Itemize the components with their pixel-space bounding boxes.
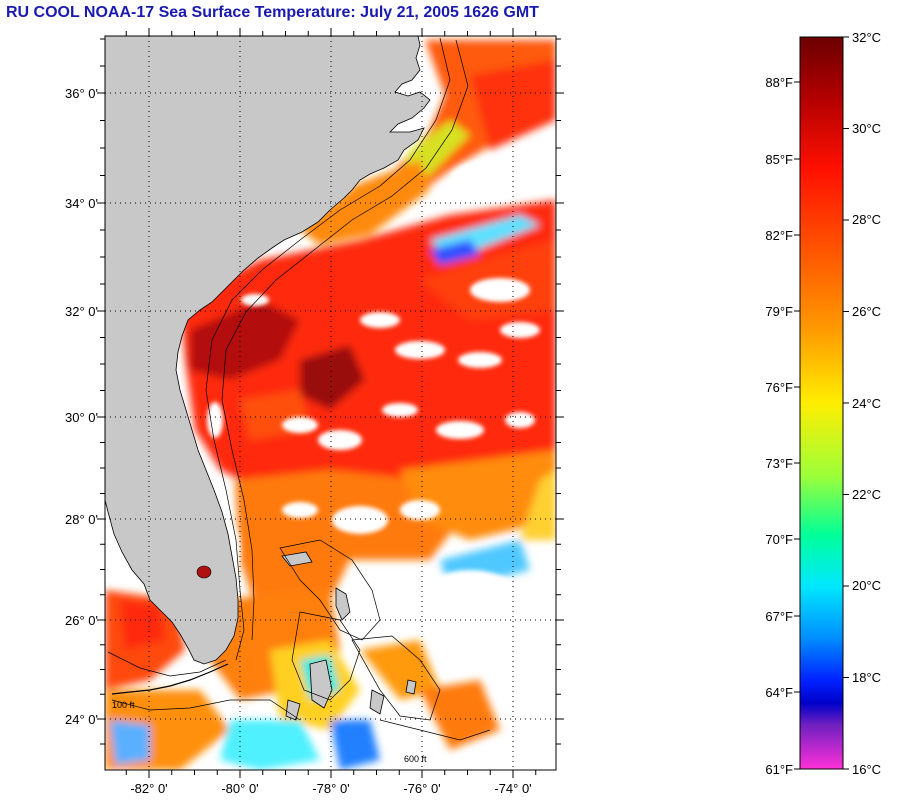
lon-label: -74° 0': [494, 781, 531, 796]
lat-label: 24° 0': [65, 712, 98, 727]
map-title: RU COOL NOAA-17 Sea Surface Temperature:…: [6, 4, 539, 21]
celsius-labels: 32°C 30°C 28°C 26°C 24°C 22°C 20°C 18°C …: [852, 30, 881, 777]
celsius-label: 32°C: [852, 30, 881, 45]
celsius-label: 22°C: [852, 487, 881, 502]
contour-label-100ft: 100 ft: [112, 700, 135, 710]
celsius-label: 16°C: [852, 762, 881, 777]
colorbar-ticks: [794, 36, 849, 770]
lon-label: -82° 0': [130, 781, 167, 796]
celsius-label: 20°C: [852, 578, 881, 593]
colorbar-gradient: [799, 36, 844, 770]
celsius-label: 18°C: [852, 670, 881, 685]
lake-okeechobee: [196, 565, 212, 579]
fahrenheit-label: 88°F: [765, 75, 793, 90]
celsius-label: 28°C: [852, 212, 881, 227]
fahrenheit-label: 76°F: [765, 380, 793, 395]
celsius-label: 26°C: [852, 304, 881, 319]
fahrenheit-label: 79°F: [765, 304, 793, 319]
bahamas-islands: [281, 551, 417, 721]
celsius-label: 24°C: [852, 396, 881, 411]
sst-map: 100 ft 600 ft: [105, 36, 556, 770]
florida-keys: [111, 663, 229, 695]
fahrenheit-labels: 88°F 85°F 82°F 79°F 76°F 73°F 70°F 67°F …: [765, 75, 793, 777]
lat-label: 30° 0': [65, 410, 98, 425]
fahrenheit-label: 64°F: [765, 685, 793, 700]
lat-label: 26° 0': [65, 613, 98, 628]
lon-label: -76° 0': [403, 781, 440, 796]
contour-label-600ft: 600 ft: [404, 754, 427, 764]
fahrenheit-label: 73°F: [765, 456, 793, 471]
lon-label: -80° 0': [221, 781, 258, 796]
fahrenheit-label: 67°F: [765, 609, 793, 624]
axis-ticks: [97, 28, 564, 778]
lat-label: 36° 0': [65, 86, 98, 101]
land-southeast-us: [105, 36, 431, 665]
lat-label: 32° 0': [65, 304, 98, 319]
fahrenheit-label: 70°F: [765, 532, 793, 547]
latitude-labels: 36° 0' 34° 0' 32° 0' 30° 0' 28° 0' 26° 0…: [65, 86, 98, 727]
lon-label: -78° 0': [312, 781, 349, 796]
celsius-label: 30°C: [852, 121, 881, 136]
fahrenheit-label: 82°F: [765, 228, 793, 243]
fahrenheit-label: 61°F: [765, 762, 793, 777]
lat-label: 28° 0': [65, 512, 98, 527]
cloud-gaps: [207, 160, 540, 650]
fahrenheit-label: 85°F: [765, 152, 793, 167]
longitude-labels: -82° 0' -80° 0' -78° 0' -76° 0' -74° 0': [130, 781, 531, 796]
temperature-colorbar: 32°C 30°C 28°C 26°C 24°C 22°C 20°C 18°C …: [765, 30, 881, 777]
lat-label: 34° 0': [65, 196, 98, 211]
bathymetry-contours: [107, 37, 491, 741]
graticule: [105, 36, 556, 770]
